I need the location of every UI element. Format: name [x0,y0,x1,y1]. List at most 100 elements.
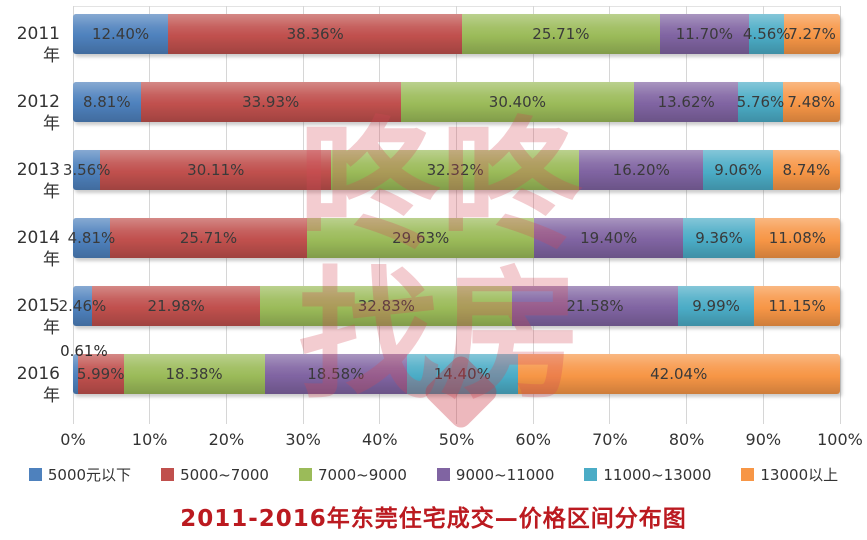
bar-segment: 11.08% [754,218,840,258]
segment-label: 4.56% [742,25,791,43]
bar-segment: 4.56% [743,14,791,54]
legend-item: 11000~13000 [584,466,711,484]
legend-swatch [161,468,175,481]
gridline [149,6,151,424]
legend-label: 9000~11000 [455,465,555,484]
segment-label: 11.15% [768,297,826,315]
segment-label: 5.99% [76,365,125,383]
bar-segment: 9.06% [703,150,774,190]
bar-segment: 14.40% [407,354,518,394]
segment-label: 42.04% [650,365,708,383]
segment-label: 30.40% [488,93,546,111]
legend: 5000元以下 5000~7000 7000~9000 9000~11000 11000… [0,464,867,485]
bar-segment: 11.70% [659,14,750,54]
bar-segment: 9.36% [683,218,755,258]
x-tick-label: 80% [668,430,705,449]
legend-label: 5000~7000 [180,465,269,484]
year-label: 2014年 [16,228,60,270]
bar-segment: 25.71% [109,218,308,258]
segment-label: 30.11% [187,161,245,179]
segment-label: 25.71% [532,25,590,43]
bar-segment: 5.99% [76,354,125,394]
bar-segment: 30.11% [100,150,332,190]
segment-label: 14.40% [433,365,491,383]
x-tick-label: 70% [592,430,628,449]
segment-label: 8.74% [782,161,831,179]
segment-label: 19.40% [580,229,638,247]
x-tick-label: 0% [60,430,86,449]
gridline [762,6,764,424]
bar-row: 4.81% 25.71% 29.63% 19.40% 9.36% 11.08% [68,218,840,258]
bar-segment: 8.74% [772,150,840,190]
bar-row: 3.56% 30.11% 32.32% 16.20% 9.06% 8.74% [63,150,840,190]
legend-swatch [436,468,450,481]
year-label: 2013年 [16,160,60,202]
legend-item: 7000~9000 [298,465,407,484]
x-tick-label: 10% [131,430,168,449]
bar-segment: 21.58% [512,286,678,326]
bar-segment: 25.71% [462,14,660,54]
x-tick-label: 40% [362,430,398,449]
plot-area: 12.40% 38.36% 25.71% 11.70% 4.56% 7.27% 8.81% 3… [59,6,841,424]
segment-label: 12.40% [91,25,150,43]
legend-item: 5000~7000 [161,466,269,484]
x-tick-label: 20% [208,430,245,449]
bar-segment: 11.15% [754,286,840,326]
segment-label: 9.36% [695,229,743,247]
x-tick-label: 50% [438,430,475,449]
segment-label: 0.61% [60,342,108,360]
segment-label: 3.56% [62,161,111,179]
legend-swatch [584,468,598,481]
bar-row: 12.40% 38.36% 25.71% 11.70% 4.56% 7.27% [73,14,840,54]
x-tick-label: 60% [515,430,551,449]
segment-label: 25.71% [179,229,238,247]
bar-segment: 19.40% [534,218,684,258]
segment-label: 38.36% [286,25,344,43]
gridline [302,6,304,424]
segment-label: 18.38% [165,365,223,383]
bar-segment: 2.46% [59,286,106,326]
bar-segment: 32.32% [331,150,580,190]
year-label: 2012年 [16,92,60,134]
segment-label: 7.48% [787,93,836,111]
bar-segment: 4.81% [68,218,115,258]
segment-label: 29.63% [392,229,450,247]
segment-label: 5.76% [736,93,785,111]
legend-item: 9000~11000 [436,465,555,484]
segment-label: 4.81% [67,229,116,247]
segment-label: 9.06% [714,161,762,179]
segment-label: 8.81% [82,93,131,111]
gridline [609,6,611,424]
x-tick-label: 90% [745,430,782,449]
segment-label: 16.20% [612,161,670,179]
bar-segment: 18.38% [123,354,265,394]
bar-segment: 7.48% [782,82,841,122]
segment-label: 32.83% [357,297,415,315]
gridline [379,6,381,424]
year-label: 2011年 [16,24,60,66]
segment-label: 2.46% [58,297,107,315]
gridline [456,6,457,424]
segment-label: 21.98% [147,297,205,315]
segment-label: 13.62% [657,93,715,111]
bar-segment: 21.98% [91,286,261,326]
bar-row: 8.81% 33.93% 30.40% 13.62% 5.76% 7.48% [73,82,841,122]
bar-segment: 18.58% [264,354,408,394]
legend-swatch [298,468,312,481]
bar-segment: 7.27% [784,14,840,54]
legend-swatch [28,468,42,481]
chart-title: 2011-2016年东莞住宅成交—价格区间分布图 [180,506,687,532]
segment-label: 33.93% [242,93,300,111]
segment-label: 18.58% [307,365,365,383]
bar-segment: 33.93% [140,82,402,122]
bar-segment: 30.40% [400,82,635,122]
segment-label: 9.99% [692,297,740,315]
bar-segment: 12.40% [73,14,169,54]
legend-swatch [741,468,755,481]
bar-segment: 38.36% [168,14,463,54]
legend-item: 13000以上 [741,464,838,485]
gridline [72,6,74,424]
legend-label: 7000~9000 [317,465,407,484]
bar-segment: 5.76% [736,82,785,122]
